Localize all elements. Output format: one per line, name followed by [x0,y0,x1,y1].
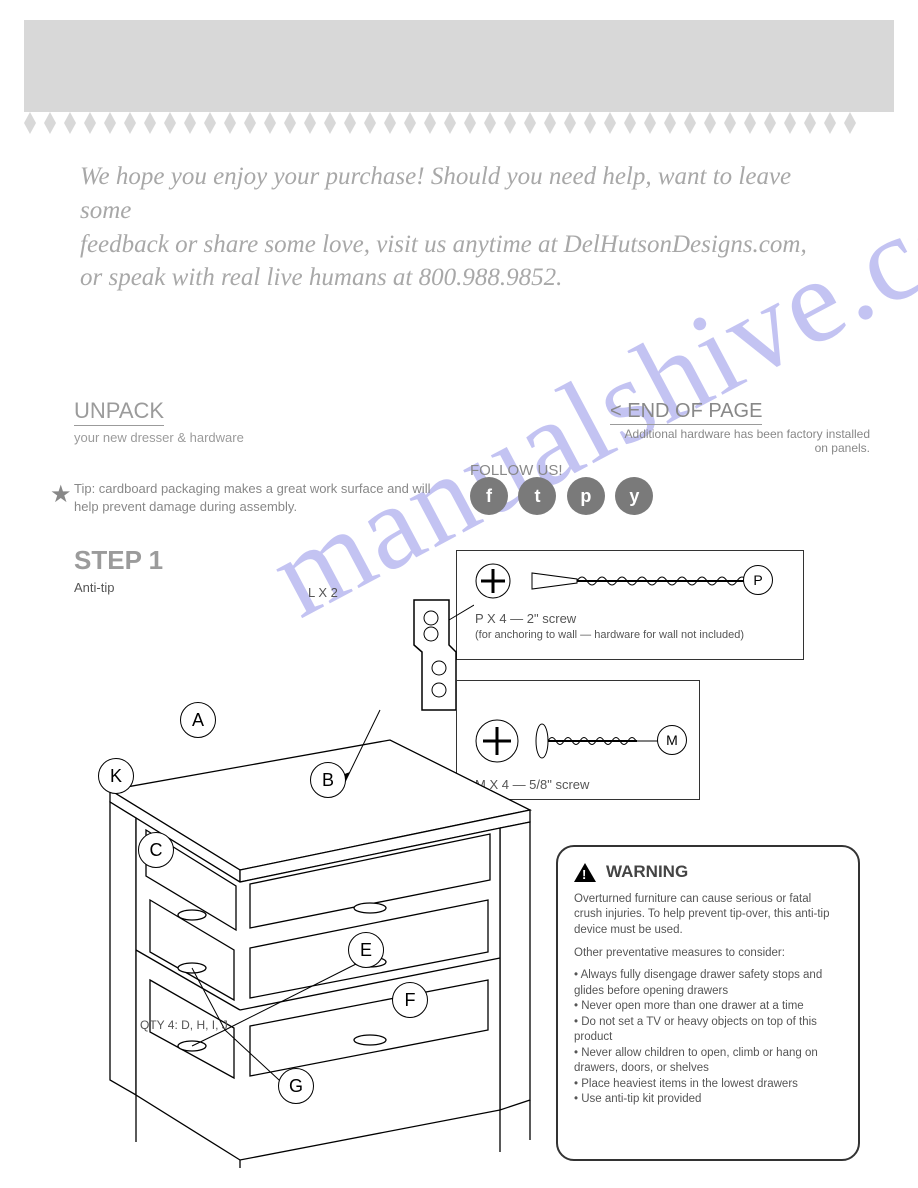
warning-bullet: • Do not set a TV or heavy objects on to… [574,1015,842,1046]
unpack-heading: UNPACK [74,398,164,424]
hello-line: We hope you enjoy your purchase! Should … [80,160,838,228]
warning-bullet: • Never allow children to open, climb or… [574,1046,842,1077]
warning-heading: WARNING [574,861,842,884]
diamond-divider [24,112,894,134]
warning-bullet: • Use anti-tip kit provided [574,1092,842,1108]
screw-p-desc: P X 4 — 2" screw [475,611,576,626]
tip-text: Tip: cardboard packaging makes a great w… [74,480,444,516]
warning-box: WARNING Overturned furniture can cause s… [556,845,860,1161]
warning-text: Other preventative measures to consider: [574,946,842,962]
step-heading: STEP 1 [74,545,163,576]
bubble-e: E [348,932,384,968]
bubble-a: A [180,702,216,738]
youtube-icon[interactable]: y [615,477,653,515]
screw-p-note: (for anchoring to wall — hardware for wa… [475,629,744,641]
warning-icon [574,863,596,882]
end-of-page-note: Additional hardware has been factory ins… [610,427,870,455]
warning-bullet: • Always fully disengage drawer safety s… [574,968,842,999]
header-banner [24,20,894,112]
social-row: f t p y [470,477,659,515]
bubble-b: B [310,762,346,798]
facebook-icon[interactable]: f [470,477,508,515]
hello-line: or speak with real live humans at 800.98… [80,261,838,295]
unpack-sub: your new dresser & hardware [74,430,244,445]
bubble-c: C [138,832,174,868]
anti-tip-label: Anti-tip [74,580,114,595]
drawer-qty-label: QTY 4: D, H, I, J [140,1018,228,1032]
bubble-k: K [98,758,134,794]
warning-bullet: • Place heaviest items in the lowest dra… [574,1077,842,1093]
screw-p-bubble: P [743,565,773,595]
bracket-label: L X 2 [308,585,338,600]
twitter-icon[interactable]: t [518,477,556,515]
warning-bullet: • Never open more than one drawer at a t… [574,999,842,1015]
hello-line: feedback or share some love, visit us an… [80,228,838,262]
star-icon: ★ [50,480,72,509]
screw-m-bubble: M [657,725,687,755]
pinterest-icon[interactable]: p [567,477,605,515]
warning-text: Overturned furniture can cause serious o… [574,892,842,939]
end-of-page: < END OF PAGE [610,400,762,423]
hello-message: We hope you enjoy your purchase! Should … [80,160,838,295]
bubble-g: G [278,1068,314,1104]
bubble-f: F [392,982,428,1018]
screw-p-box: P P X 4 — 2" screw (for anchoring to wal… [456,550,804,660]
